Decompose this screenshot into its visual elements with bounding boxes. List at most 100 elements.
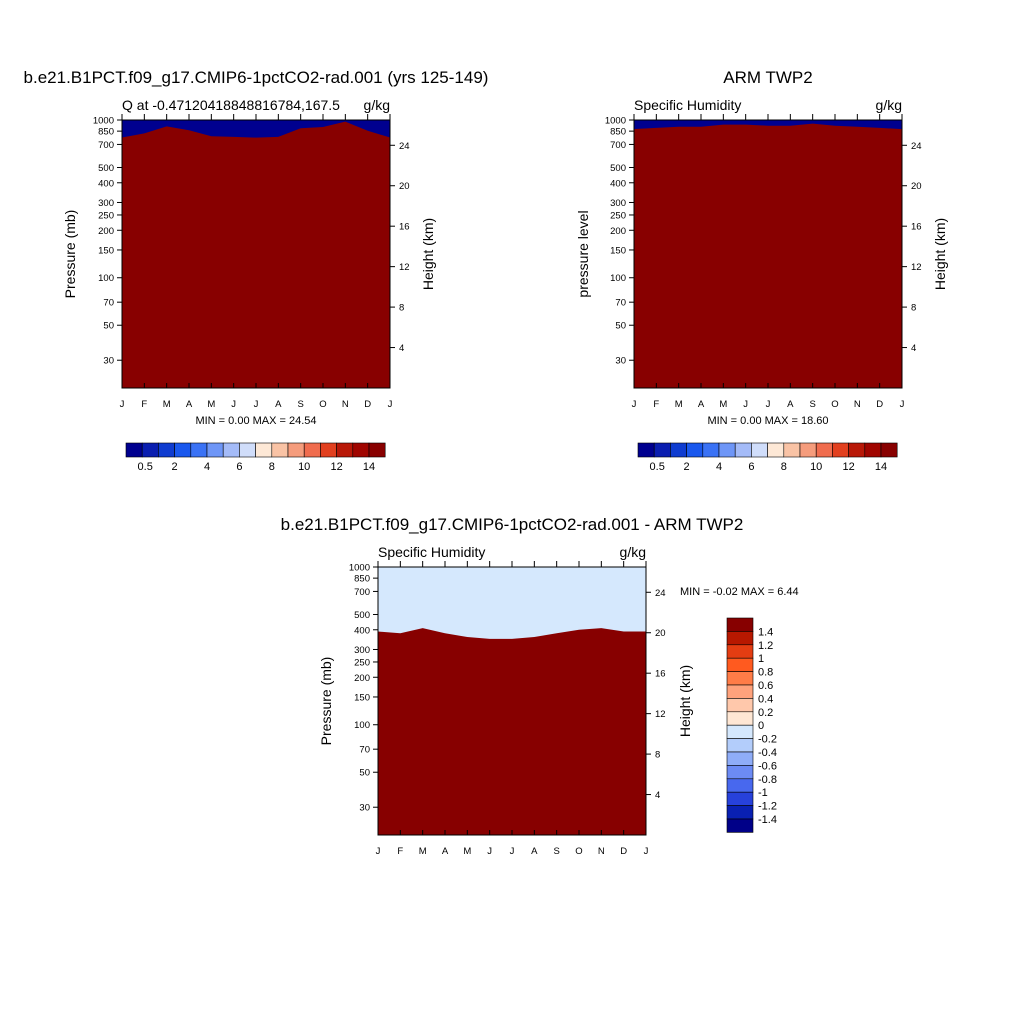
colorbar-label: -1.4 <box>758 814 777 826</box>
panel-obs-ylabel: pressure level <box>575 210 591 297</box>
colorbar-swatch <box>767 442 785 458</box>
colorbar-label: -0.8 <box>758 774 777 786</box>
x-tick-label: J <box>644 846 649 857</box>
y-right-tick-label: 24 <box>911 141 922 152</box>
panel-diff-contours <box>378 567 646 835</box>
colorbar-swatch <box>726 644 754 659</box>
colorbar-swatch <box>751 442 768 458</box>
x-tick-label: S <box>553 846 559 857</box>
panel-obs-ylabel-right: Height (km) <box>932 218 948 290</box>
x-tick-label: J <box>632 399 637 410</box>
panel-obs-contours <box>634 120 902 388</box>
colorbar-swatch <box>726 617 754 632</box>
colorbar-label: 2 <box>172 461 178 473</box>
y-right-tick-label: 8 <box>911 303 916 314</box>
colorbar-label: -0.4 <box>758 747 777 759</box>
panel-diff-subtitle: Specific Humidity <box>378 544 485 560</box>
y-right-tick-label: 24 <box>655 588 666 599</box>
y-tick-label: 70 <box>359 745 370 756</box>
colorbar-label: 0.8 <box>758 667 773 679</box>
y-right-tick-label: 20 <box>399 181 410 192</box>
y-tick-label: 300 <box>354 645 370 656</box>
x-tick-label: J <box>487 846 492 857</box>
y-right-tick-label: 12 <box>399 262 410 273</box>
x-tick-label: O <box>319 399 326 410</box>
y-tick-label: 500 <box>610 163 626 174</box>
x-tick-label: D <box>364 399 371 410</box>
y-tick-label: 200 <box>98 226 114 237</box>
colorbar-label: 0 <box>758 720 764 732</box>
y-tick-label: 100 <box>98 273 114 284</box>
x-tick-label: M <box>719 399 727 410</box>
colorbar-swatch <box>158 442 175 458</box>
panel-model-minmax: MIN = 0.00 MAX = 24.54 <box>195 415 316 427</box>
colorbar-label: 0.4 <box>758 693 773 705</box>
x-tick-label: M <box>163 399 171 410</box>
panel-model-title: b.e21.B1PCT.f09_g17.CMIP6-1pctCO2-rad.00… <box>24 68 489 87</box>
colorbar-swatch <box>726 684 754 699</box>
colorbar-swatch <box>734 442 752 458</box>
x-tick-label: J <box>388 399 393 410</box>
colorbar-swatch <box>271 442 289 458</box>
x-tick-label: J <box>254 399 259 410</box>
colorbar-swatch <box>726 671 754 686</box>
y-right-tick-label: 16 <box>655 669 666 680</box>
x-tick-label: M <box>463 846 471 857</box>
y-tick-label: 700 <box>610 140 626 151</box>
colorbar-label: -1.2 <box>758 801 777 813</box>
colorbar-swatch <box>702 442 720 458</box>
x-tick-label: F <box>653 399 659 410</box>
colorbar-label: 6 <box>236 461 242 473</box>
panel-model-ylabel: Pressure (mb) <box>62 210 78 299</box>
x-tick-label: A <box>698 399 705 410</box>
x-tick-label: J <box>510 846 515 857</box>
contour-band <box>122 121 390 388</box>
y-tick-label: 300 <box>610 198 626 209</box>
panel-diff-ylabel-right: Height (km) <box>677 665 693 737</box>
colorbar-swatch <box>726 724 754 739</box>
x-tick-label: M <box>419 846 427 857</box>
panel-obs-title: ARM TWP2 <box>723 68 812 87</box>
colorbar-label: 14 <box>363 461 375 473</box>
y-tick-label: 700 <box>98 140 114 151</box>
y-tick-label: 1000 <box>605 116 626 127</box>
y-tick-label: 30 <box>615 356 626 367</box>
y-tick-label: 1000 <box>349 563 370 574</box>
colorbar-label: 6 <box>748 461 754 473</box>
colorbar-label: 1 <box>758 653 764 665</box>
colorbar-swatch <box>726 765 754 780</box>
y-tick-label: 250 <box>354 657 370 668</box>
colorbar-swatch <box>287 442 305 458</box>
x-tick-label: A <box>442 846 449 857</box>
y-tick-label: 50 <box>615 321 626 332</box>
colorbar-label: 0.5 <box>650 461 665 473</box>
colorbar-swatch <box>726 751 754 766</box>
x-tick-label: A <box>531 846 538 857</box>
panel-obs-units: g/kg <box>876 97 902 113</box>
panel-model: b.e21.B1PCT.f09_g17.CMIP6-1pctCO2-rad.00… <box>24 68 489 473</box>
colorbar-swatch <box>206 442 224 458</box>
x-tick-label: N <box>854 399 861 410</box>
y-tick-label: 30 <box>103 356 114 367</box>
y-tick-label: 850 <box>354 574 370 585</box>
y-tick-label: 700 <box>354 587 370 598</box>
y-tick-label: 400 <box>98 178 114 189</box>
colorbar-swatch <box>726 791 754 806</box>
colorbar-swatch <box>653 442 671 458</box>
x-tick-label: F <box>141 399 147 410</box>
x-tick-label: J <box>120 399 125 410</box>
y-tick-label: 70 <box>103 298 114 309</box>
y-right-tick-label: 4 <box>399 343 404 354</box>
colorbar-swatch <box>320 442 337 458</box>
y-tick-label: 250 <box>610 210 626 221</box>
panel-diff-units: g/kg <box>620 544 646 560</box>
colorbar-swatch <box>222 442 240 458</box>
colorbar-swatch <box>783 442 801 458</box>
y-right-tick-label: 12 <box>911 262 922 273</box>
colorbar-label: 10 <box>810 461 822 473</box>
colorbar-swatch <box>799 442 817 458</box>
colorbar-swatch <box>726 657 754 672</box>
panel-obs-minmax: MIN = 0.00 MAX = 18.60 <box>707 415 828 427</box>
